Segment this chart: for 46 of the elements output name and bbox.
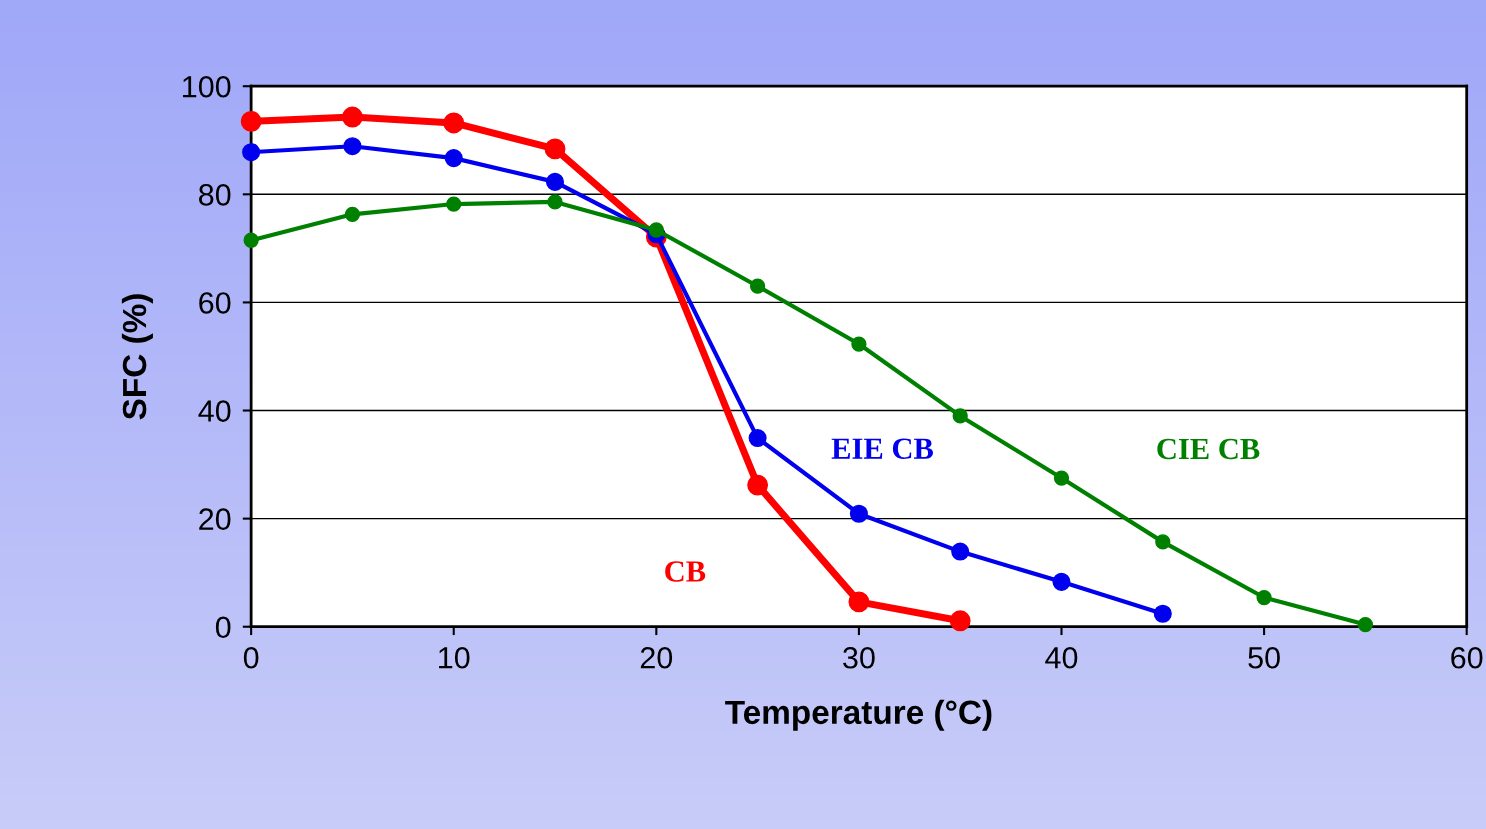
point	[1053, 470, 1070, 486]
point	[342, 106, 363, 128]
x-tick-label: 20	[640, 646, 673, 669]
point	[242, 143, 261, 162]
x-axis-title: Temperature (°C)	[725, 699, 992, 731]
point	[446, 196, 462, 212]
y-tick-label: 80	[199, 184, 231, 206]
point	[443, 112, 465, 134]
point	[544, 138, 566, 160]
point	[952, 408, 968, 424]
y-tick-label: 40	[198, 400, 231, 422]
x-tick-label: 50	[1248, 646, 1280, 669]
point	[747, 474, 769, 496]
point	[851, 336, 867, 352]
point	[848, 591, 870, 613]
text: CB	[665, 561, 706, 582]
point	[849, 504, 868, 523]
x-tick-label: 40	[1045, 646, 1078, 669]
point	[1052, 572, 1071, 591]
point	[444, 149, 463, 168]
point	[951, 542, 970, 561]
x-tick-label: 0	[243, 646, 259, 669]
point	[949, 610, 971, 632]
y-axis-title: SFC (%)	[121, 294, 153, 420]
y-tick-label: 60	[199, 292, 231, 314]
point	[648, 222, 664, 238]
point	[1357, 616, 1374, 633]
point	[749, 278, 766, 294]
point	[344, 206, 361, 222]
y-tick-label: 100	[183, 75, 231, 98]
series-label: EIE CB	[831, 438, 934, 459]
text: CIE CB	[1157, 438, 1260, 460]
y-tick-label: 0	[215, 616, 231, 639]
x-tick-label: 60	[1451, 646, 1483, 669]
x-tick-label: 30	[843, 646, 875, 669]
point	[1153, 604, 1172, 623]
point	[545, 172, 565, 191]
y-tick-label: 20	[199, 508, 231, 530]
point	[240, 110, 262, 132]
point	[547, 194, 563, 210]
point	[748, 429, 767, 448]
point	[243, 232, 259, 248]
x-tick-label: 10	[439, 646, 470, 669]
point	[343, 137, 362, 156]
point	[1155, 534, 1171, 550]
point	[1256, 589, 1272, 606]
